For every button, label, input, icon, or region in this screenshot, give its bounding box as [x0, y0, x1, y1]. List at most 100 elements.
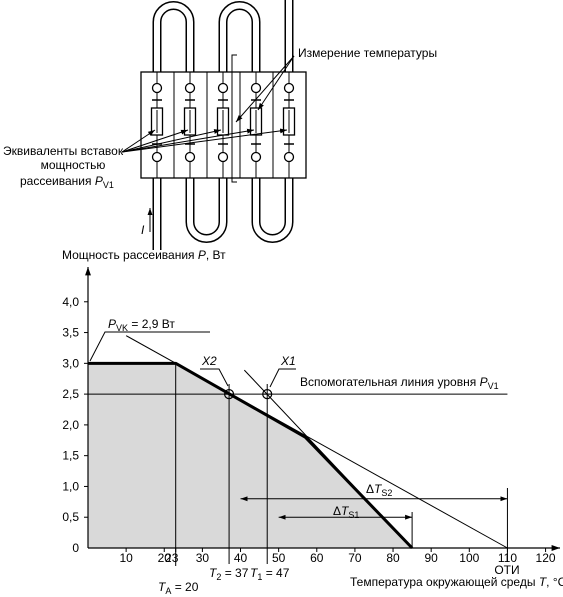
- annotation: ОТИ: [494, 563, 519, 577]
- annotation: TA = 20: [158, 580, 199, 596]
- schematic-label: мощностью: [41, 158, 106, 172]
- y-tick-label: 4,0: [62, 295, 79, 309]
- measurement-bracket: [231, 54, 237, 183]
- x-tick-label: 70: [348, 551, 362, 565]
- text-part: VK: [116, 323, 128, 333]
- leader-line: [121, 129, 222, 153]
- annotation: PVK = 2,9 Вт: [108, 317, 175, 333]
- text-part: T: [250, 566, 259, 580]
- text-part: = 2,9 Вт: [128, 317, 175, 331]
- text-part: V1: [488, 381, 499, 391]
- y-tick-label: 0,5: [62, 510, 79, 524]
- y-tick-label: 3,5: [62, 326, 79, 340]
- leader-line: [235, 55, 295, 123]
- y-tick-label: 2,5: [62, 387, 79, 401]
- y-tick-label: 2,0: [62, 418, 79, 432]
- schematic-label: Эквиваленты вставок: [3, 144, 124, 158]
- text-part: Эквиваленты вставок: [3, 144, 124, 158]
- x-axis-title: Температура окружающей среды T, °C: [350, 575, 563, 589]
- text-part: Вспомогательная линия уровня: [300, 375, 480, 389]
- text-part: = 47: [262, 566, 289, 580]
- text-part: X2: [201, 354, 217, 368]
- text-part: T: [209, 566, 218, 580]
- leader-line: [121, 128, 288, 153]
- leader-line: [200, 368, 229, 387]
- y-tick-label: 3,0: [62, 356, 79, 370]
- terminal: [151, 82, 163, 94]
- text-part: T: [158, 580, 167, 594]
- text-part: T: [374, 482, 383, 496]
- text-part: = 20: [171, 580, 198, 594]
- text-part: 2: [216, 572, 221, 582]
- annotation: ΔTS1: [333, 504, 359, 520]
- terminal: [217, 151, 229, 163]
- x-tick-label: 23: [165, 551, 179, 565]
- leader-line: [257, 55, 295, 111]
- x-tick-label: 110: [498, 551, 517, 565]
- text-part: рассеивания: [20, 174, 95, 188]
- text-part: S1: [348, 510, 359, 520]
- x-tick-label: 10: [119, 551, 133, 565]
- leader-line: [121, 129, 156, 153]
- text-part: P: [108, 317, 116, 331]
- text-part: T: [539, 575, 548, 589]
- leader-line: [121, 129, 189, 153]
- y-tick-label: 1,0: [62, 479, 79, 493]
- text-part: T: [341, 504, 350, 518]
- x-tick-label: 40: [234, 551, 248, 565]
- x-tick-label: 60: [310, 551, 324, 565]
- text-part: I: [141, 223, 145, 237]
- text-part: Δ: [333, 504, 341, 518]
- text-part: P: [480, 375, 488, 389]
- annotation: X1: [280, 354, 296, 368]
- x-tick-label: 80: [386, 551, 400, 565]
- x-tick-label: 30: [196, 551, 210, 565]
- terminal: [250, 151, 262, 163]
- x-tick-label: 50: [272, 551, 286, 565]
- text-part: Мощность рассеивания: [62, 248, 198, 262]
- terminal: [283, 82, 295, 94]
- schematic-label: Измерение температуры: [298, 46, 437, 60]
- leader-line: [121, 128, 255, 153]
- text-part: V1: [103, 180, 114, 190]
- text-part: P: [198, 248, 206, 262]
- schematic-label: I: [141, 223, 145, 237]
- leader-line: [269, 368, 296, 388]
- x-tick-label: 90: [424, 551, 438, 565]
- series-line: [88, 361, 414, 550]
- text-part: Δ: [366, 482, 374, 496]
- terminal: [250, 82, 262, 94]
- annotation: T2 = 37: [209, 566, 249, 582]
- annotation: Вспомогательная линия уровня PV1: [300, 375, 499, 391]
- text-part: ОТИ: [494, 563, 519, 577]
- x-tick-label: 20: [158, 551, 172, 565]
- terminal: [283, 151, 295, 163]
- text-part: P: [95, 174, 103, 188]
- text-part: 1: [257, 572, 262, 582]
- text-part: Измерение температуры: [298, 46, 437, 60]
- x-tick-label: 120: [536, 551, 556, 565]
- terminal: [151, 151, 163, 163]
- text-part: , Вт: [206, 248, 226, 262]
- annotation: T1 = 47: [250, 566, 290, 582]
- terminal: [184, 82, 196, 94]
- text-part: = 37: [221, 566, 248, 580]
- leader-line: [89, 331, 210, 362]
- terminal: [217, 82, 229, 94]
- text-part: Температура окружающей среды: [350, 575, 539, 589]
- y-tick-label: 0: [72, 541, 79, 555]
- annotation: X2: [201, 354, 217, 368]
- x-tick-label: 100: [459, 551, 479, 565]
- y-axis-title: Мощность рассеивания P, Вт: [62, 248, 226, 262]
- terminal: [184, 151, 196, 163]
- text-part: , °C: [546, 575, 563, 589]
- text-part: S2: [381, 488, 392, 498]
- text-part: мощностью: [41, 158, 106, 172]
- schematic-label: рассеивания PV1: [20, 174, 114, 190]
- y-tick-label: 1,5: [62, 449, 79, 463]
- series-line: [125, 335, 508, 549]
- annotation: ΔTS2: [366, 482, 392, 498]
- shaded-area: [88, 363, 413, 548]
- text-part: A: [165, 586, 171, 596]
- text-part: X1: [280, 354, 296, 368]
